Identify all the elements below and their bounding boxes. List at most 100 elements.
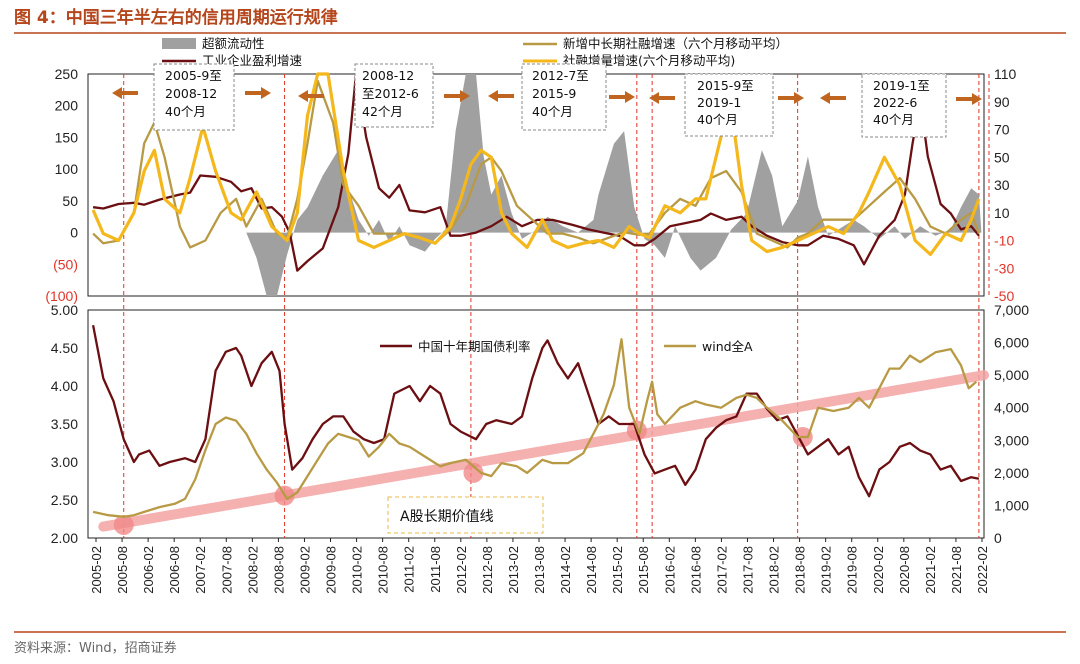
series-bond-yield-line <box>91 324 980 498</box>
cycle-box-frame <box>354 63 434 128</box>
x-axis-tick: 2017-08 <box>741 546 756 594</box>
x-axis-tick: 2012-08 <box>480 546 495 594</box>
trend-touch-point <box>113 514 134 535</box>
cycle-dividers <box>123 74 990 538</box>
x-axis-tick: 2009-08 <box>324 546 339 594</box>
y-left-tick-top: (50) <box>53 256 78 272</box>
y-right-tick-bottom: 1,000 <box>994 497 1029 513</box>
cycle-box-line2: 2008-12 <box>165 86 217 101</box>
value-line-box <box>387 496 544 534</box>
x-axis-tick: 2018-08 <box>793 546 808 594</box>
bottom-legend: 中国十年期国债利率 wind全A <box>380 339 753 354</box>
cycle-box-5: 2019-1至 2022-6 40个月 <box>861 73 947 138</box>
y-left-tick-bottom: 2.50 <box>51 492 78 508</box>
value-line-label: A股长期价值线 <box>400 509 494 525</box>
cycle-box-4: 2015-9至 2019-1 40个月 <box>684 73 774 137</box>
top-legend: 超额流动性 工业企业盈利增速 新增中长期社融增速（六个月移动平均） 社融增量增速… <box>162 36 788 68</box>
cycle-box-line1: 2019-1至 <box>873 78 930 93</box>
cycle-box-line1: 2012-7至 <box>532 68 589 83</box>
series-tsf-6m-line <box>92 79 980 249</box>
arrow-left-icon <box>488 90 514 102</box>
x-axis-tick: 2019-02 <box>819 546 834 594</box>
legend-swatch-excess <box>162 38 196 49</box>
series-tsf-increment-line <box>91 72 981 256</box>
series-group <box>91 72 982 518</box>
y-left-tick-top: 250 <box>55 66 79 82</box>
cycle-boxes: 2005-9至 2008-12 40个月 2008-12 至2012-6 42个… <box>153 63 947 138</box>
arrow-right-icon <box>778 92 804 104</box>
cycle-box-frame <box>153 63 235 131</box>
arrow-right-icon <box>956 93 982 105</box>
y-right-tick-bottom: 6,000 <box>994 335 1029 351</box>
x-axis-tick: 2006-02 <box>141 546 156 594</box>
cycle-arrows <box>112 87 982 105</box>
x-axis-tick: 2007-08 <box>219 546 234 594</box>
y-right-tick-top: -30 <box>994 260 1014 276</box>
x-axis-tick: 2019-08 <box>845 546 860 594</box>
x-axis-tick: 2013-08 <box>532 546 547 594</box>
y-right-tick-top: 110 <box>994 66 1017 82</box>
y-left-tick-top: 50 <box>62 193 78 209</box>
cycle-box-frame <box>861 73 947 138</box>
bottom-panel-frame <box>87 309 985 539</box>
x-axis-tick: 2010-08 <box>376 546 391 594</box>
cycle-box-line2: 2022-6 <box>873 95 917 110</box>
x-axis-tick: 2012-02 <box>454 546 469 594</box>
cycle-box-line1: 2008-12 <box>362 68 414 83</box>
x-axis-tick: 2014-08 <box>584 546 599 594</box>
legend-label-excess: 超额流动性 <box>202 36 265 51</box>
y-left-tick-top: 150 <box>55 129 79 145</box>
x-axis-tick: 2015-02 <box>610 546 625 594</box>
axis-labels-group: 250 200 150 100 50 0 (50) (100) 110 90 70 50 30 10 -10… <box>45 66 1029 594</box>
x-axis-tick: 2007-02 <box>193 546 208 594</box>
cycle-box-line3: 40个月 <box>532 104 573 119</box>
arrow-right-icon <box>609 91 635 103</box>
cycle-box-line3: 42个月 <box>362 104 403 119</box>
cycle-box-3: 2012-7至 2015-9 40个月 <box>521 63 607 131</box>
figure-title: 图 4：中国三年半左右的信用周期运行规律 <box>14 7 338 28</box>
x-axis-tick: 2020-08 <box>897 546 912 594</box>
x-axis-tick: 2010-02 <box>350 546 365 594</box>
x-axis-tick: 2009-02 <box>298 546 313 594</box>
trend-touch-point <box>463 462 484 483</box>
arrow-left-icon <box>649 92 675 104</box>
series-wind-a-line <box>92 338 978 518</box>
cycle-box-line3: 40个月 <box>165 104 206 119</box>
x-axis-tick: 2011-08 <box>428 546 443 593</box>
y-right-tick-top: 90 <box>994 94 1010 110</box>
x-axis-tick: 2020-02 <box>871 546 886 594</box>
cycle-box-line1: 2005-9至 <box>165 68 222 83</box>
cycle-box-1: 2005-9至 2008-12 40个月 <box>153 63 235 131</box>
y-left-tick-top: 100 <box>55 161 79 177</box>
legend-label-winda: wind全A <box>702 339 753 354</box>
arrow-right-icon <box>444 90 470 102</box>
y-left-tick-top: 200 <box>55 98 79 114</box>
legend-label-bond: 中国十年期国债利率 <box>418 339 531 354</box>
arrow-right-icon <box>245 87 271 99</box>
y-right-tick-top: -10 <box>994 233 1014 249</box>
x-axis-tick: 2006-08 <box>167 546 182 594</box>
x-axis-tick: 2021-08 <box>949 546 964 594</box>
y-right-tick-bottom: 0 <box>994 530 1002 546</box>
y-right-tick-bottom: 7,000 <box>994 302 1029 318</box>
x-axis-tick: 2016-08 <box>688 546 703 594</box>
x-axis-tick: 2021-02 <box>923 546 938 594</box>
legend-label-tsf6m: 新增中长期社融增速（六个月移动平均） <box>563 36 788 51</box>
source-note: 资料来源：Wind，招商证券 <box>14 640 177 656</box>
x-axis-tick: 2008-02 <box>245 546 260 594</box>
cycle-box-frame <box>684 73 774 137</box>
cycle-box-line2: 至2012-6 <box>362 86 419 101</box>
cycle-box-line2: 2015-9 <box>532 86 576 101</box>
x-axis-tick: 2014-02 <box>558 546 573 594</box>
y-right-tick-top: -50 <box>994 288 1014 304</box>
arrow-left-icon <box>820 92 846 104</box>
y-right-tick-bottom: 3,000 <box>994 432 1029 448</box>
y-right-tick-top: 50 <box>994 149 1010 165</box>
y-right-tick-bottom: 2,000 <box>994 465 1029 481</box>
y-left-tick-bottom: 4.00 <box>51 378 78 394</box>
y-left-tick-bottom: 3.00 <box>51 454 78 470</box>
x-axis-tick: 2008-08 <box>271 546 286 594</box>
x-axis-tick: 2005-08 <box>115 546 130 594</box>
cycle-box-line3: 40个月 <box>697 112 738 127</box>
y-left-tick-bottom: 2.00 <box>51 530 78 546</box>
